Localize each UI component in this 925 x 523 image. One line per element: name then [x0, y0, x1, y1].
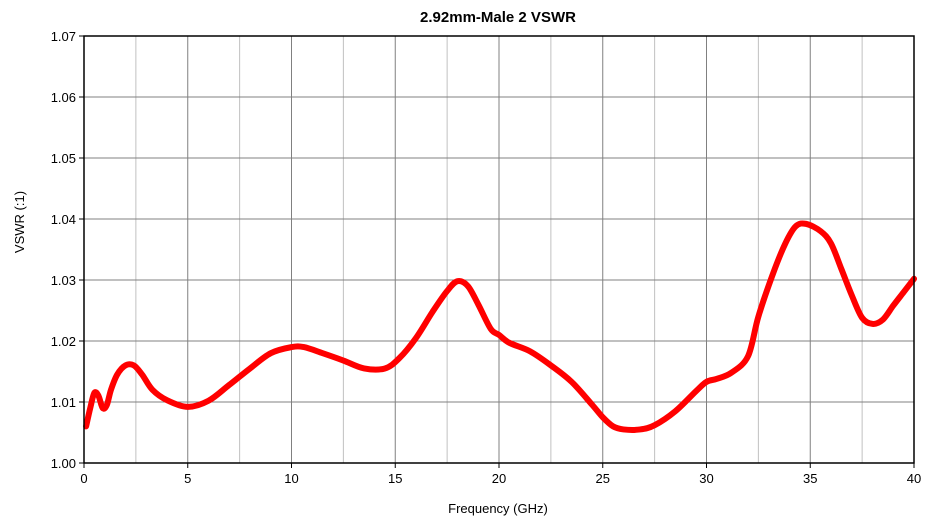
y-tick-label: 1.07 [51, 29, 76, 44]
x-tick-label: 35 [803, 471, 817, 486]
y-tick-label: 1.03 [51, 273, 76, 288]
x-tick-label: 10 [284, 471, 298, 486]
y-tick-label: 1.02 [51, 334, 76, 349]
minor-gridlines [135, 36, 863, 463]
y-tick-label: 1.06 [51, 90, 76, 105]
x-tick-label: 30 [699, 471, 713, 486]
x-tick-label: 40 [907, 471, 921, 486]
chart-title: 2.92mm-Male 2 VSWR [420, 9, 576, 26]
x-axis-label: Frequency (GHz) [448, 501, 548, 516]
y-axis-ticks: 1.00 1.01 1.02 1.03 1.04 1.05 1.06 1.07 [51, 29, 84, 471]
x-axis-ticks: 0 5 10 15 20 25 30 35 40 [80, 463, 921, 486]
series-layer [83, 220, 917, 433]
x-tick-label: 0 [80, 471, 87, 486]
x-tick-label: 5 [184, 471, 191, 486]
vswr-series-line [83, 220, 917, 433]
x-tick-label: 20 [492, 471, 506, 486]
x-tick-label: 15 [388, 471, 402, 486]
x-tick-label: 25 [596, 471, 610, 486]
y-tick-label: 1.05 [51, 151, 76, 166]
y-tick-label: 1.01 [51, 395, 76, 410]
y-axis-label: VSWR (:1) [12, 191, 27, 253]
y-tick-label: 1.00 [51, 456, 76, 471]
y-tick-label: 1.04 [51, 212, 76, 227]
major-gridlines [84, 36, 914, 463]
